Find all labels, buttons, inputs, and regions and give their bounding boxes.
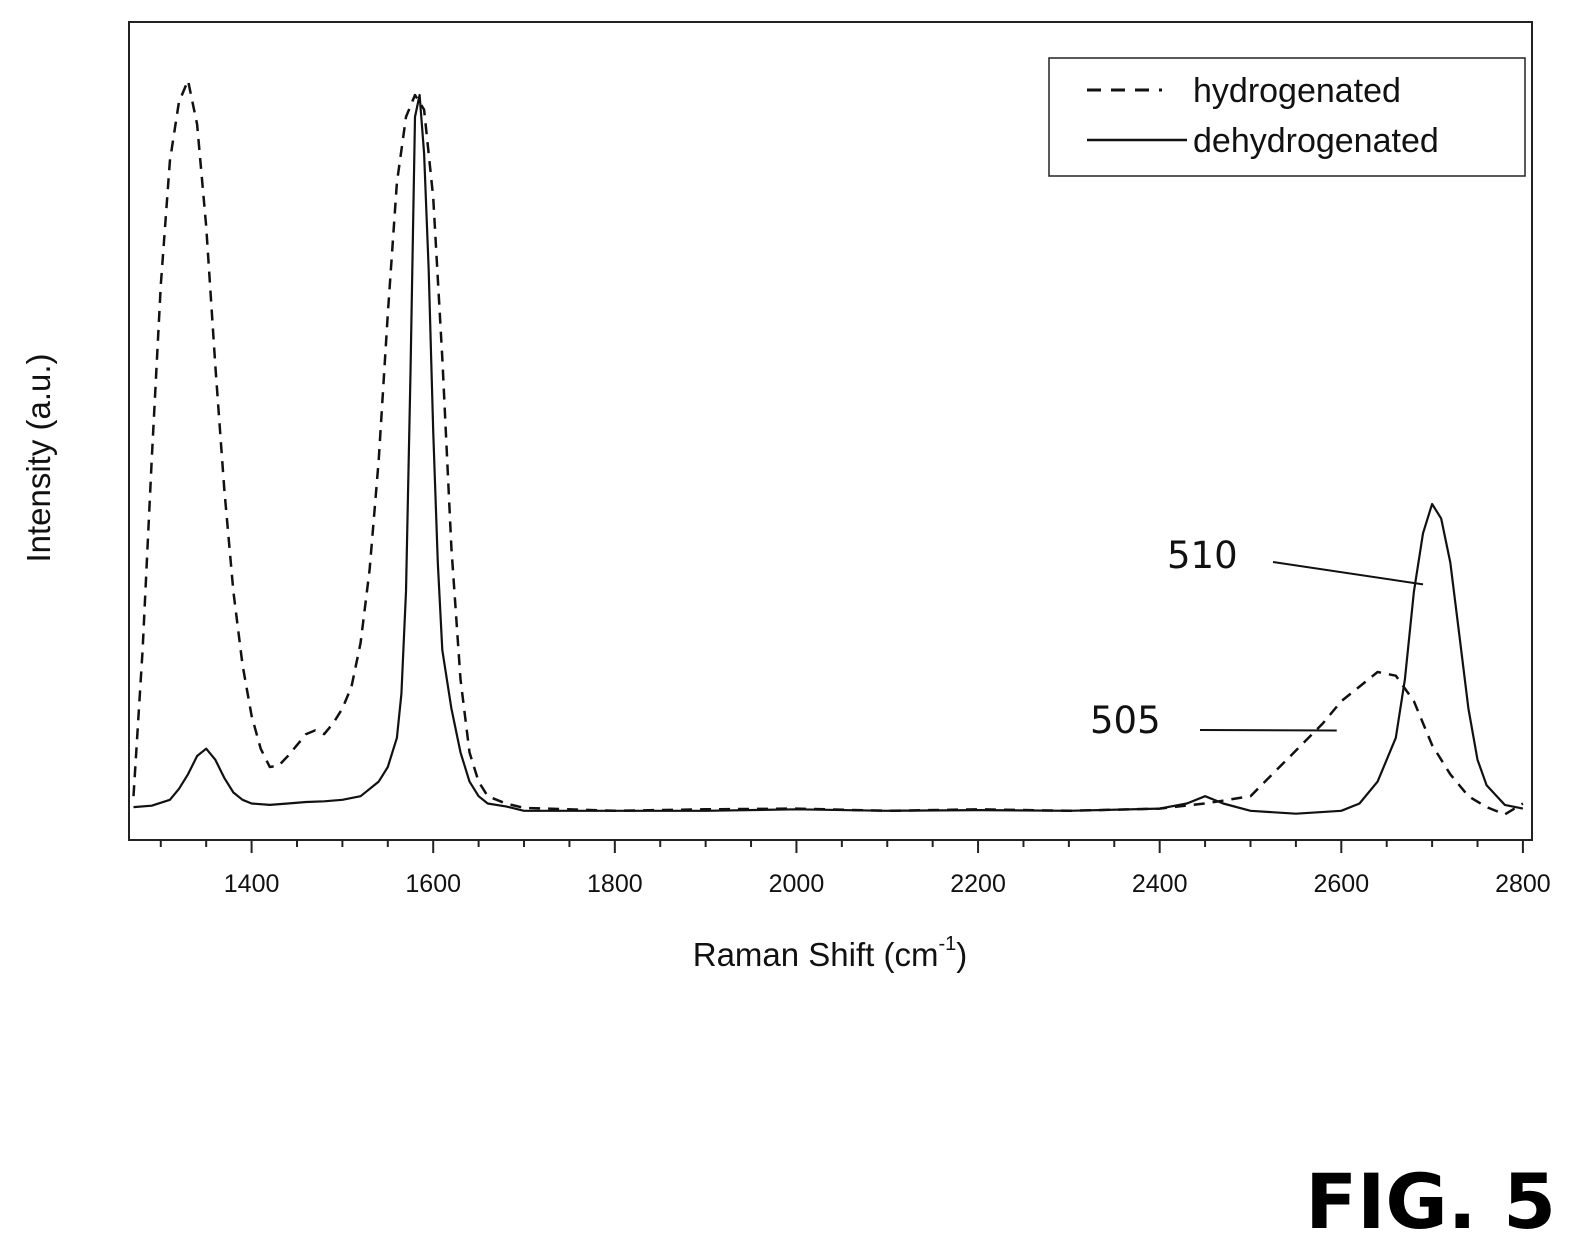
figure-label: FIG. 5 [1305, 1157, 1556, 1244]
plot-frame [128, 21, 1533, 841]
annotation-505: 505 [1090, 699, 1337, 742]
x-tick-label: 2200 [950, 870, 1006, 898]
x-axis-tick-labels: 1400 1600 1800 2000 2200 2400 2600 2800 [224, 870, 1551, 898]
annotation-510-leader [1272, 561, 1424, 586]
legend-label-dehydrogenated: dehydrogenated [1193, 122, 1439, 160]
x-tick-label: 1800 [587, 870, 643, 898]
annotation-510: 510 [1167, 534, 1424, 586]
x-axis-title-suffix: ) [956, 936, 967, 973]
series-line-hydrogenated [132, 79, 1524, 816]
x-tick-label: 2000 [769, 870, 825, 898]
series-layer [132, 79, 1524, 816]
x-axis-ticks [159, 840, 1524, 853]
y-axis-title: Intensity (a.u.) [20, 353, 57, 562]
legend: hydrogenated dehydrogenated [1048, 57, 1526, 177]
x-tick-label: 2600 [1313, 870, 1369, 898]
x-tick-label: 2400 [1132, 870, 1188, 898]
x-tick-label: 1600 [405, 870, 461, 898]
annotation-505-label: 505 [1090, 699, 1161, 742]
legend-box [1048, 57, 1526, 177]
series-line-dehydrogenated [133, 93, 1524, 815]
x-axis-title-superscript: -1 [938, 933, 956, 955]
x-axis-title-main: Raman Shift (cm [693, 936, 939, 973]
legend-label-hydrogenated: hydrogenated [1193, 72, 1401, 110]
x-axis-title: Raman Shift (cm-1) [693, 933, 968, 973]
x-tick-label: 1400 [224, 870, 280, 898]
x-tick-label: 2800 [1495, 870, 1551, 898]
annotation-510-label: 510 [1167, 534, 1238, 577]
